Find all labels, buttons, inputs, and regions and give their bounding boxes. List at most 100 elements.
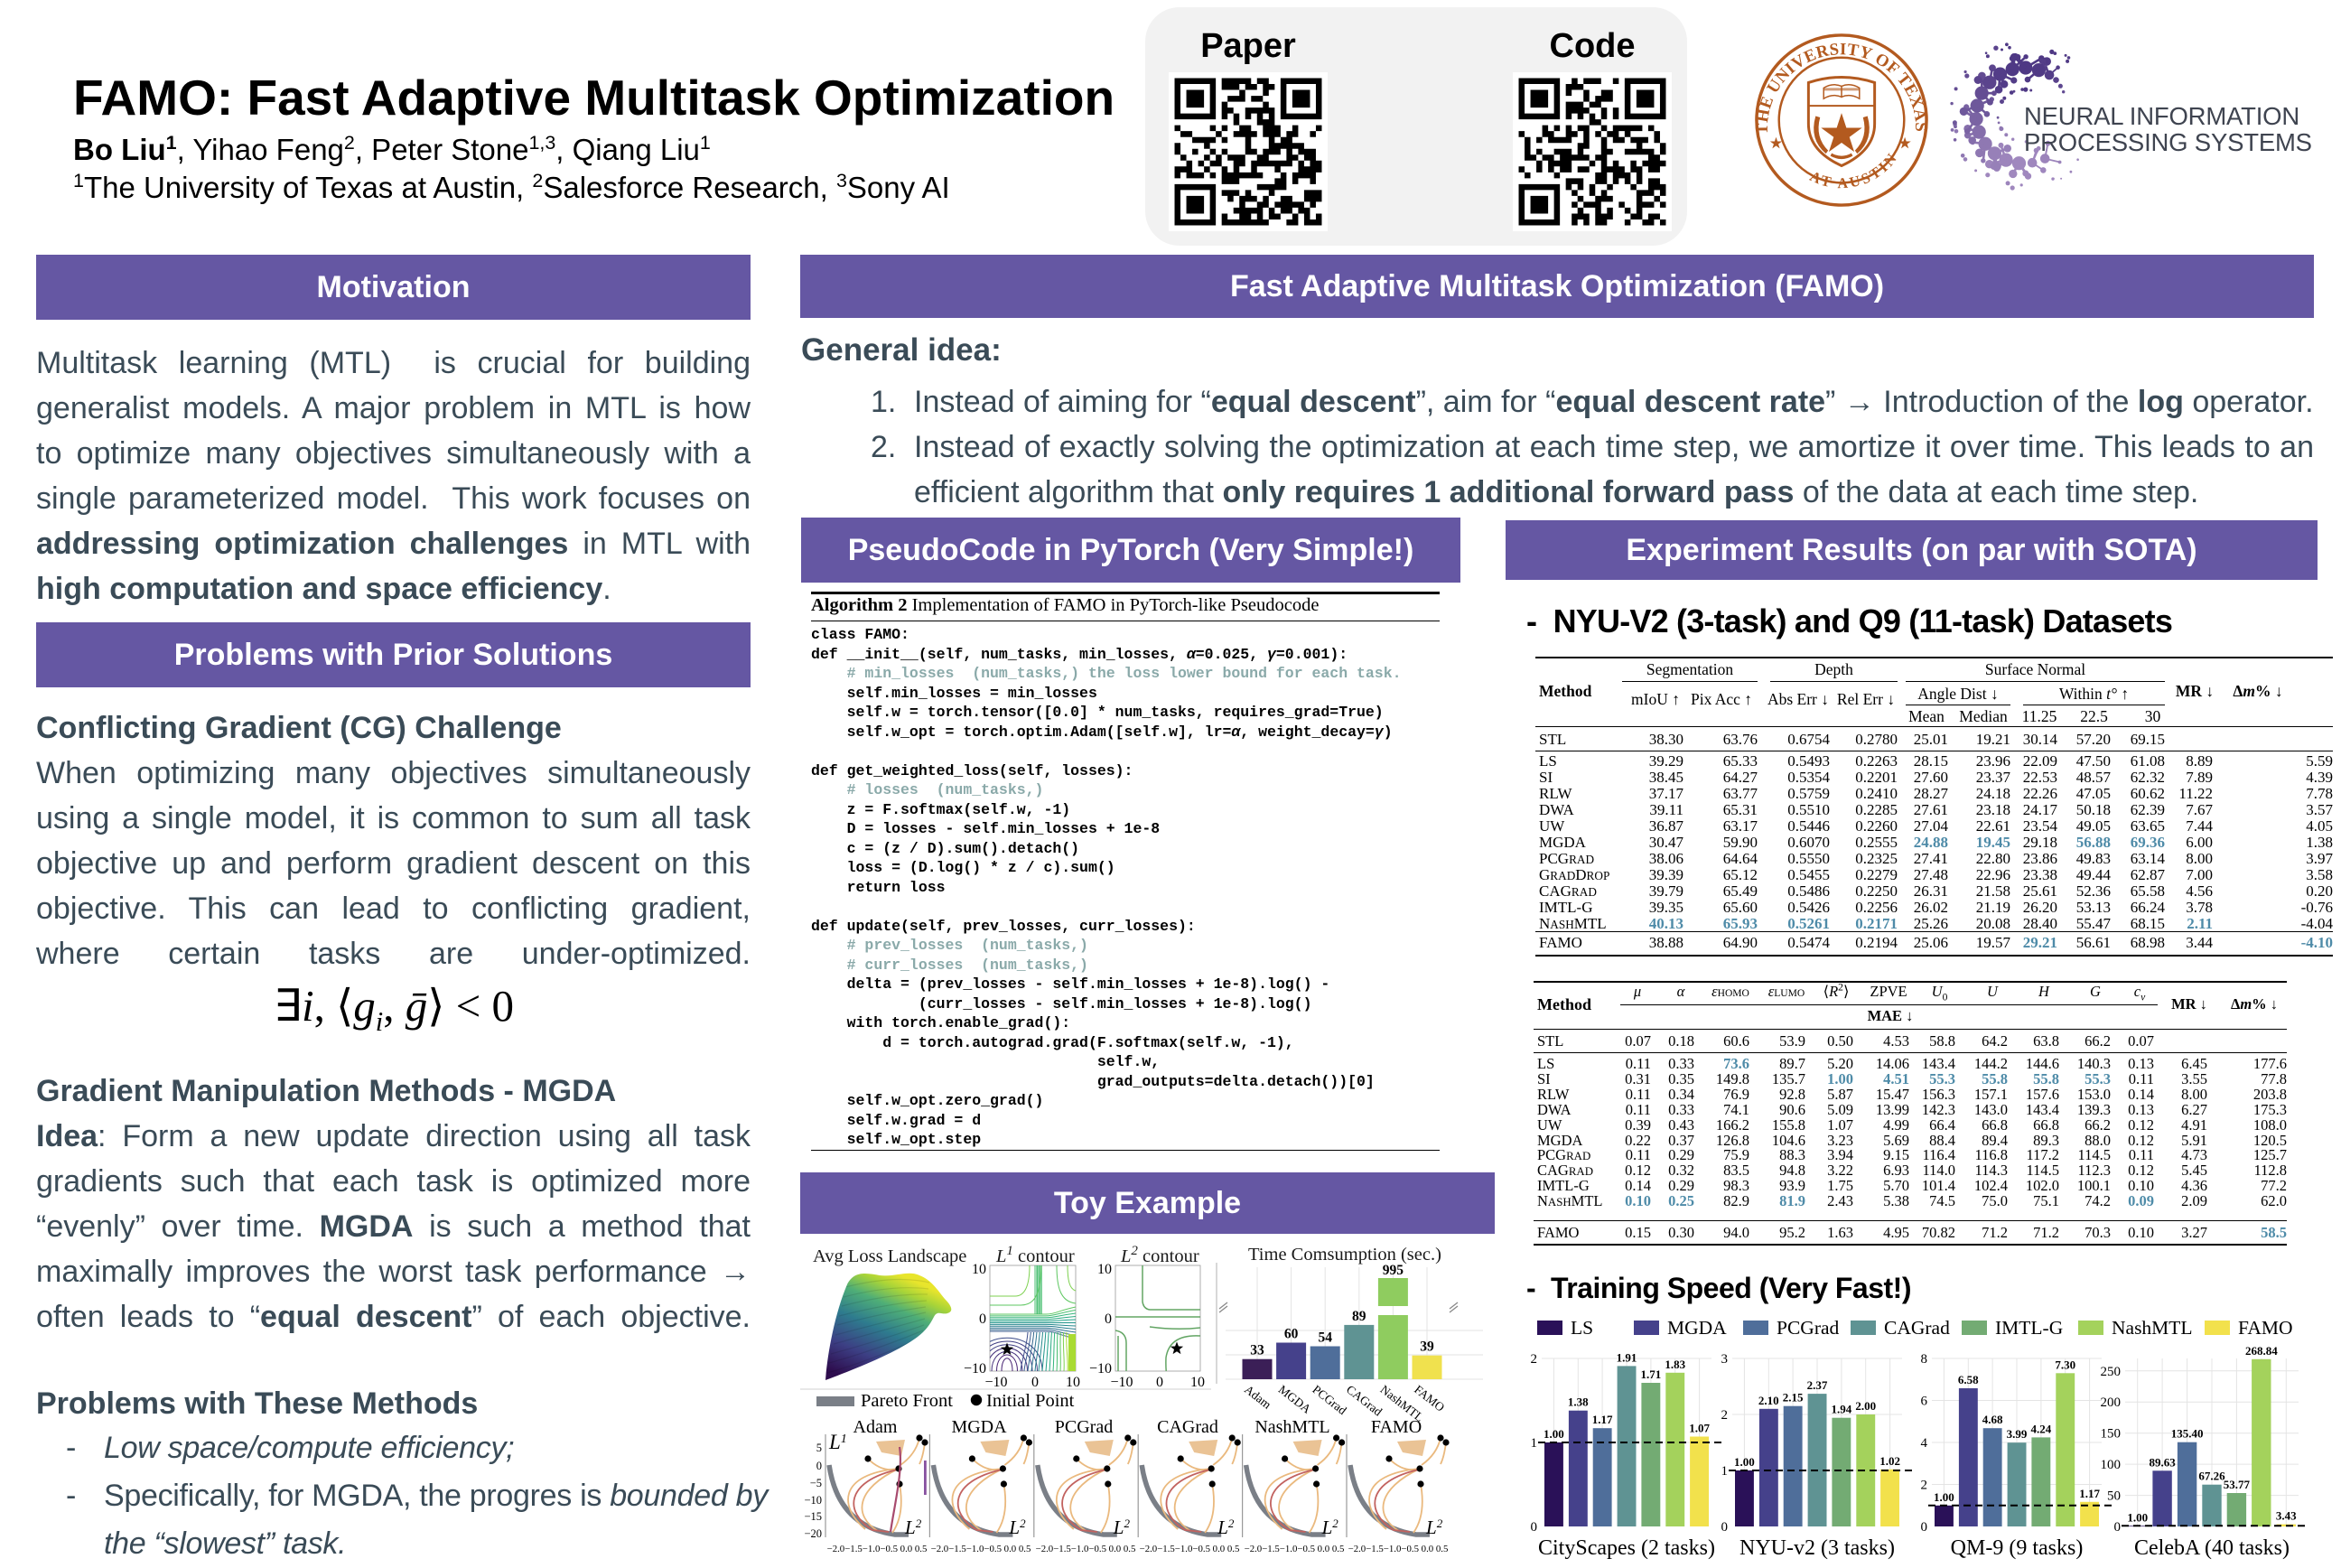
svg-text:1.07: 1.07 <box>1689 1422 1710 1435</box>
svg-text:2: 2 <box>1721 1408 1729 1423</box>
svg-text:Adam: Adam <box>1242 1383 1274 1412</box>
svg-text:QM-9 (9 tasks): QM-9 (9 tasks) <box>1951 1536 2084 1560</box>
svg-text:1.91: 1.91 <box>1617 1350 1637 1364</box>
svg-text:L1: L1 <box>828 1431 847 1453</box>
svg-text:1.00: 1.00 <box>2127 1510 2148 1524</box>
svg-text:0: 0 <box>2114 1520 2122 1535</box>
svg-text:1: 1 <box>1531 1436 1538 1451</box>
svg-text:0: 0 <box>1156 1375 1163 1390</box>
svg-text:0: 0 <box>1721 1520 1729 1535</box>
svg-text:150: 150 <box>2101 1427 2122 1442</box>
svg-text:FAMO: FAMO <box>2238 1317 2293 1339</box>
svg-text:3.99: 3.99 <box>2007 1427 2028 1441</box>
svg-text:MGDA: MGDA <box>951 1417 1007 1437</box>
svg-text:135.40: 135.40 <box>2171 1427 2204 1441</box>
svg-text:0: 0 <box>816 1460 822 1472</box>
svg-text:0: 0 <box>1105 1311 1112 1327</box>
svg-text:67.26: 67.26 <box>2198 1470 2225 1483</box>
svg-text:−10: −10 <box>1089 1361 1112 1377</box>
svg-text:CAGrad: CAGrad <box>1157 1417 1218 1437</box>
svg-text:1.38: 1.38 <box>1568 1395 1589 1409</box>
svg-text:53.77: 53.77 <box>2224 1478 2251 1491</box>
svg-text:PROCESSING SYSTEMS: PROCESSING SYSTEMS <box>2024 128 2312 156</box>
svg-text:250: 250 <box>2101 1365 2122 1379</box>
svg-text:−10: −10 <box>964 1361 986 1377</box>
svg-text:PCGrad: PCGrad <box>1310 1383 1349 1418</box>
svg-text:MGDA: MGDA <box>1667 1317 1727 1339</box>
svg-text:−2.0−1.5−1.0−0.5 0.0 0.5: −2.0−1.5−1.0−0.5 0.0 0.5 <box>1036 1544 1136 1554</box>
svg-text:NEURAL INFORMATION: NEURAL INFORMATION <box>2024 102 2299 130</box>
svg-text:5: 5 <box>816 1442 822 1454</box>
svg-text:0: 0 <box>1921 1520 1928 1535</box>
svg-text:Avg Loss Landscape: Avg Loss Landscape <box>813 1246 966 1266</box>
svg-text:2.15: 2.15 <box>1783 1391 1804 1405</box>
svg-text:L2: L2 <box>904 1517 922 1539</box>
svg-text:Initial Point: Initial Point <box>986 1391 1075 1411</box>
svg-text:8: 8 <box>1921 1352 1928 1367</box>
svg-text:−5: −5 <box>810 1477 822 1489</box>
svg-text:−2.0−1.5−1.0−0.5 0.0 0.5: −2.0−1.5−1.0−0.5 0.0 0.5 <box>1140 1544 1240 1554</box>
svg-text:2: 2 <box>1921 1479 1928 1493</box>
svg-text:FAMO: FAMO <box>1371 1417 1422 1437</box>
svg-text:Time Comsumption (sec.): Time Comsumption (sec.) <box>1248 1245 1441 1265</box>
svg-text:★: ★ <box>1898 137 1911 152</box>
svg-text:−10: −10 <box>1110 1375 1133 1390</box>
svg-text:4.24: 4.24 <box>2031 1422 2052 1435</box>
svg-text:CAGrad: CAGrad <box>1884 1317 1950 1339</box>
svg-text:2.10: 2.10 <box>1758 1394 1779 1407</box>
svg-text:L1 contour: L1 contour <box>995 1244 1075 1266</box>
svg-text:54: 54 <box>1318 1330 1332 1346</box>
svg-text:7.30: 7.30 <box>2055 1358 2075 1371</box>
svg-text:−10: −10 <box>804 1494 822 1507</box>
svg-text:89: 89 <box>1352 1309 1366 1324</box>
svg-text:CityScapes (2 tasks): CityScapes (2 tasks) <box>1538 1536 1715 1560</box>
svg-text:−20: −20 <box>804 1527 822 1540</box>
svg-text:33: 33 <box>1250 1343 1264 1358</box>
svg-text:−15: −15 <box>804 1510 822 1523</box>
svg-text:−10: −10 <box>984 1375 1007 1390</box>
svg-text:MGDA: MGDA <box>1276 1383 1314 1416</box>
svg-text:0: 0 <box>1031 1375 1039 1390</box>
svg-text:Adam: Adam <box>853 1417 898 1437</box>
svg-text:10: 10 <box>972 1262 986 1277</box>
svg-text:100: 100 <box>2101 1458 2122 1472</box>
svg-text:10: 10 <box>1066 1375 1080 1390</box>
svg-text:4: 4 <box>1921 1436 1928 1451</box>
svg-text:4.68: 4.68 <box>1982 1413 2003 1426</box>
svg-text:IMTL-G: IMTL-G <box>1995 1317 2063 1339</box>
svg-text:NashMTL: NashMTL <box>1254 1417 1329 1437</box>
svg-text:1.17: 1.17 <box>2079 1487 2100 1500</box>
svg-text:−2.0−1.5−1.0−0.5 0.0 0.5: −2.0−1.5−1.0−0.5 0.0 0.5 <box>1348 1544 1449 1554</box>
svg-text:10: 10 <box>1097 1262 1112 1277</box>
svg-text:6.58: 6.58 <box>1958 1373 1979 1386</box>
svg-text:0: 0 <box>979 1311 986 1327</box>
svg-text:0: 0 <box>1531 1520 1538 1535</box>
svg-text:10: 10 <box>1190 1375 1205 1390</box>
svg-text:995: 995 <box>1383 1263 1404 1278</box>
svg-text:Pareto Front: Pareto Front <box>861 1391 953 1411</box>
svg-text:L2: L2 <box>1321 1517 1339 1539</box>
svg-text:1.71: 1.71 <box>1641 1367 1662 1381</box>
svg-text:LS: LS <box>1571 1317 1593 1339</box>
svg-text:CAGrad: CAGrad <box>1344 1383 1385 1419</box>
svg-text:268.84: 268.84 <box>2245 1344 2278 1358</box>
svg-text:1.00: 1.00 <box>1934 1490 1954 1504</box>
svg-text:−2.0−1.5−1.0−0.5 0.0 0.5: −2.0−1.5−1.0−0.5 0.0 0.5 <box>827 1544 928 1554</box>
svg-text:1.83: 1.83 <box>1665 1358 1685 1371</box>
svg-text:NashMTL: NashMTL <box>2112 1317 2193 1339</box>
svg-text:1.17: 1.17 <box>1592 1413 1613 1426</box>
svg-text:−2.0−1.5−1.0−0.5 0.0 0.5: −2.0−1.5−1.0−0.5 0.0 0.5 <box>1245 1544 1345 1554</box>
svg-text:AT AUSTIN: AT AUSTIN <box>1807 148 1901 191</box>
svg-text:PCGrad: PCGrad <box>1055 1417 1113 1437</box>
svg-text:1: 1 <box>1721 1464 1729 1479</box>
svg-text:3.43: 3.43 <box>2276 1509 2297 1523</box>
svg-text:1.02: 1.02 <box>1879 1454 1900 1468</box>
svg-text:−2.0−1.5−1.0−0.5 0.0 0.5: −2.0−1.5−1.0−0.5 0.0 0.5 <box>931 1544 1031 1554</box>
svg-text:50: 50 <box>2107 1489 2121 1504</box>
svg-text:L2: L2 <box>1113 1517 1131 1539</box>
svg-text:L2: L2 <box>1008 1517 1026 1539</box>
svg-text:89.63: 89.63 <box>2149 1455 2176 1469</box>
svg-text:2: 2 <box>1531 1352 1538 1367</box>
svg-text:60: 60 <box>1284 1327 1299 1342</box>
svg-text:PCGrad: PCGrad <box>1777 1317 1840 1339</box>
